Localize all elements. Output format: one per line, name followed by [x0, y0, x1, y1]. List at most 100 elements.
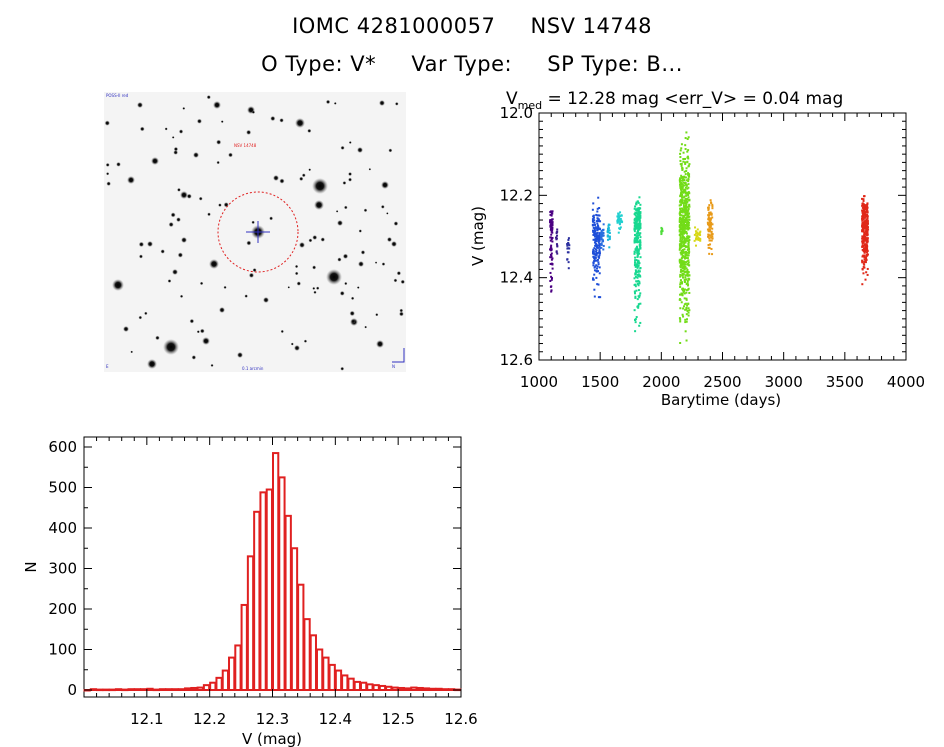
- histogram-bar: [215, 676, 223, 691]
- lightcurve-point: [620, 214, 623, 217]
- lightcurve-point: [680, 301, 683, 304]
- histogram-y-tick-label: 500: [48, 479, 77, 497]
- lightcurve-point: [688, 163, 691, 166]
- lightcurve-point: [592, 216, 595, 219]
- lightcurve-point: [679, 200, 682, 203]
- sky-star: [199, 328, 205, 334]
- lightcurve-point: [862, 254, 865, 257]
- lightcurve-point: [599, 296, 602, 299]
- sky-star: [246, 129, 252, 135]
- lightcurve-point: [862, 238, 865, 241]
- lightcurve-point: [638, 324, 641, 327]
- lightcurve-point: [607, 224, 610, 227]
- lightcurve-point: [861, 229, 864, 232]
- lightcurve-point: [679, 341, 682, 344]
- lightcurve-point: [591, 218, 594, 221]
- lightcurve-point: [683, 257, 686, 260]
- lightcurve-point: [864, 239, 867, 242]
- sky-star: [219, 307, 225, 313]
- lightcurve-point: [862, 229, 865, 232]
- lightcurve-point: [678, 248, 681, 251]
- lightcurve-point: [593, 258, 596, 261]
- lightcurve-point: [619, 211, 622, 214]
- lightcurve-point: [635, 202, 638, 205]
- lightcurve-point: [638, 196, 641, 199]
- lightcurve-point: [549, 236, 552, 239]
- lightcurve-point: [699, 239, 702, 242]
- sky-star: [386, 237, 392, 243]
- sky-star: [308, 168, 312, 172]
- lightcurve-point: [684, 302, 687, 305]
- lightcurve-point: [685, 239, 688, 242]
- lightcurve-point: [635, 216, 638, 219]
- lightcurve-point: [593, 232, 596, 235]
- lightcurve-point: [682, 232, 685, 235]
- lightcurve-point: [685, 199, 688, 202]
- sky-star: [123, 326, 129, 332]
- lightcurve-point: [866, 240, 869, 243]
- sky-star: [295, 118, 305, 128]
- lightcurve-point: [594, 237, 597, 240]
- lightcurve-point: [597, 270, 600, 273]
- lightcurve-point: [635, 221, 638, 224]
- lightcurve-point: [592, 215, 595, 218]
- sky-star: [381, 262, 386, 266]
- lightcurve-point: [618, 227, 621, 230]
- lightcurve-point: [687, 183, 690, 186]
- lightcurve-point: [550, 258, 553, 261]
- lightcurve-point: [635, 224, 638, 227]
- lightcurve-point: [598, 272, 601, 275]
- lightcurve-point: [638, 240, 641, 243]
- lightcurve-point: [710, 236, 713, 239]
- lightcurve-point: [596, 228, 599, 231]
- lightcurve-point: [709, 211, 712, 214]
- lightcurve-point: [684, 211, 687, 214]
- lightcurve-point: [686, 198, 689, 201]
- histogram-bar: [385, 685, 393, 692]
- sky-star: [307, 128, 312, 133]
- lightcurve-point: [678, 229, 681, 232]
- sky-star: [342, 181, 347, 185]
- lightcurve-point: [711, 253, 714, 256]
- lightcurve-point: [680, 222, 683, 225]
- lightcurve-point: [602, 240, 605, 243]
- lightcurve-y-tick-label: 12.0: [500, 104, 533, 122]
- sky-star: [216, 139, 222, 145]
- lightcurve-point: [862, 241, 865, 244]
- histogram-y-tick-label: 200: [48, 600, 77, 618]
- lightcurve-point: [597, 237, 600, 240]
- lightcurve-point: [594, 239, 597, 242]
- lightcurve-point: [680, 220, 683, 223]
- lightcurve-point: [549, 271, 552, 274]
- lightcurve-point: [679, 265, 682, 268]
- lightcurve-point: [678, 317, 681, 320]
- histogram-bar: [353, 680, 361, 692]
- lightcurve-point: [600, 246, 603, 249]
- lightcurve-point: [861, 236, 864, 239]
- lightcurve-point: [679, 320, 682, 323]
- lightcurve-point: [684, 157, 687, 160]
- lightcurve-point: [683, 248, 686, 251]
- lightcurve-point: [862, 213, 865, 216]
- lightcurve-point: [636, 200, 639, 203]
- sky-star: [244, 294, 248, 298]
- lightcurve-point: [592, 250, 595, 253]
- lightcurve-point: [634, 226, 637, 229]
- lightcurve-point: [866, 245, 869, 248]
- lightcurve-point: [686, 248, 689, 251]
- lightcurve-point: [861, 211, 864, 214]
- lightcurve-point: [567, 237, 570, 240]
- lightcurve-point: [683, 242, 686, 245]
- lightcurve-point: [616, 221, 619, 224]
- lightcurve-point: [551, 257, 554, 260]
- lightcurve-point: [637, 223, 640, 226]
- lightcurve-point: [685, 232, 688, 235]
- lightcurve-point: [687, 173, 690, 176]
- lightcurve-point: [608, 229, 611, 232]
- lightcurve-point: [865, 233, 868, 236]
- lightcurve-point: [686, 213, 689, 216]
- lightcurve-point: [639, 267, 642, 270]
- histogram-bar: [303, 618, 311, 691]
- lightcurve-point: [686, 206, 689, 209]
- lightcurve-point: [862, 265, 865, 268]
